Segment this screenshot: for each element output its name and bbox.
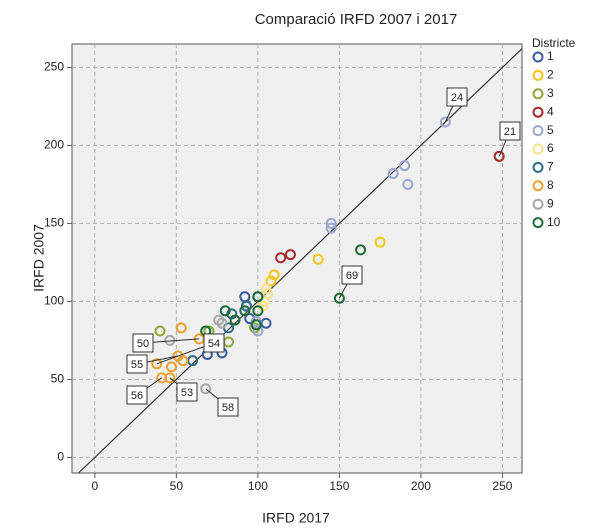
point [260,317,272,329]
point [216,317,228,329]
x-axis-label: IRFD 2017 [262,510,330,526]
x-tick-label: 50 [170,479,184,493]
annotation-box [499,121,521,141]
annotation: 53 [181,387,193,399]
point [260,283,272,295]
annotation: 56 [131,390,143,402]
point [325,217,337,229]
legend-marker [532,125,544,137]
annotation: 55 [131,359,143,371]
annotation-box [341,265,363,285]
legend-marker [532,51,544,63]
annotation-box [217,397,239,417]
y-axis-label: IRFD 2007 [31,224,47,292]
legend-marker [532,106,544,118]
legend-marker [532,217,544,229]
legend-label: 5 [547,123,554,137]
point [165,361,177,373]
point [355,244,367,256]
annotation: 58 [222,402,234,414]
annotation: 54 [208,338,220,350]
point [374,236,386,248]
point [252,291,264,303]
y-tick-label: 200 [44,138,64,152]
point [175,322,187,334]
point [151,358,163,370]
legend-label: 9 [547,196,554,210]
y-tick-label: 50 [51,372,65,386]
point [333,292,345,304]
legend-marker [532,69,544,81]
point [325,222,337,234]
legend-label: 1 [547,49,554,63]
legend-marker [532,88,544,100]
x-tick-label: 150 [329,479,349,493]
point [284,249,296,261]
chart-title: Comparació IRFD 2007 i 2017 [255,11,458,28]
point [164,372,176,384]
y-tick-label: 150 [44,216,64,230]
legend-label: 7 [547,160,554,174]
legend-marker [532,161,544,173]
legend-label: 3 [547,86,554,100]
point [200,383,212,395]
annotation-box [132,333,154,353]
point [252,305,264,317]
point [177,355,189,367]
point [265,275,277,287]
legend-label: 2 [547,68,554,82]
legend-marker [532,180,544,192]
point [219,305,231,317]
x-tick-label: 100 [248,479,268,493]
annotation-box [203,333,225,353]
point [275,252,287,264]
point [402,178,414,190]
point [250,319,262,331]
point [229,314,241,326]
legend-label: 6 [547,141,554,155]
point [213,314,225,326]
point [399,160,411,172]
annotation: 21 [504,126,516,138]
annotation: 69 [346,270,358,282]
legend-title: Districte [532,36,576,50]
legend-marker [532,198,544,210]
annotation-box [446,87,468,107]
annotation-box [176,382,198,402]
point [239,305,251,317]
legend-label: 4 [547,104,554,118]
x-tick-label: 0 [91,479,98,493]
point [312,253,324,265]
x-tick-label: 200 [411,479,431,493]
plot-area [71,43,523,474]
y-tick-label: 250 [44,60,64,74]
point [493,150,505,162]
legend-label: 8 [547,178,554,192]
legend-marker [532,143,544,155]
x-tick-label: 250 [492,479,512,493]
point [387,167,399,179]
annotation: 50 [137,338,149,350]
annotation-box [126,354,148,374]
y-tick-label: 100 [44,294,64,308]
annotation-box [126,385,148,405]
annotation: 24 [451,92,463,104]
y-tick-label: 0 [57,450,64,464]
point [439,116,451,128]
point [154,325,166,337]
legend-label: 10 [547,215,561,229]
